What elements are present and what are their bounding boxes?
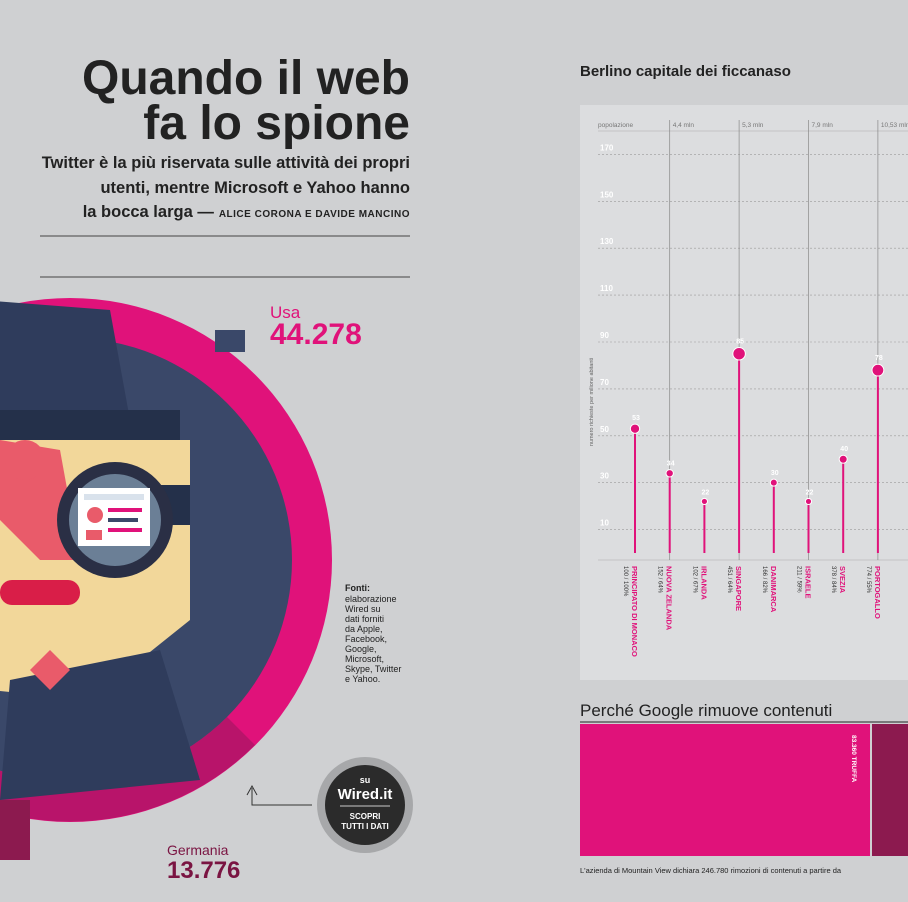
population: 5,3 mln (742, 122, 764, 129)
value-label: 30 (771, 470, 779, 477)
category-note: 378 / 84% (830, 566, 836, 594)
dot (665, 469, 674, 478)
dot (804, 497, 813, 506)
category-note: 211 / 59% (796, 566, 802, 593)
badge-top[interactable]: su (360, 775, 371, 785)
population: 4,4 mln (673, 122, 695, 129)
dot (838, 454, 848, 464)
population-label: popolazione (598, 122, 633, 129)
category-label: DANIMARCA (769, 566, 778, 613)
y-tick-label: 30 (600, 472, 609, 481)
category-label: ISRAELE (804, 566, 813, 599)
segment (872, 724, 908, 856)
sources-heading: Fonti: (345, 583, 370, 593)
category-label: IRLANDA (699, 566, 708, 600)
badge-site[interactable]: Wired.it (338, 786, 393, 803)
sources-line: dati forniti (345, 614, 384, 624)
arrow-head (246, 784, 258, 796)
country-label: Germania (167, 842, 229, 858)
value-label: 78 (875, 355, 883, 362)
y-tick-label: 170 (600, 143, 614, 152)
category-label: PRINCIPATO DI MONACO (630, 566, 639, 657)
sources-line: e Yahoo. (345, 674, 380, 684)
sources-line: Microsoft, (345, 654, 384, 664)
badge-core[interactable] (325, 765, 405, 845)
badge-cta[interactable]: SCOPRI (350, 812, 381, 821)
subtitle-line: la bocca larga — ALICE CORONA E DAVIDE MA… (83, 203, 410, 221)
y-tick-label: 130 (600, 237, 614, 246)
value-label: 53 (632, 415, 640, 422)
y-axis-label: numero richieste per milione abitanti (589, 358, 595, 446)
sources-line: Wired su (345, 604, 381, 614)
subtitle-line: utenti, mentre Microsoft e Yahoo hanno (100, 179, 410, 197)
ring-illustration (0, 298, 332, 860)
category-note: 102 / 67% (691, 566, 697, 594)
category-label: SVEZIA (838, 566, 847, 594)
byline: ALICE CORONA E DAVIDE MANCINO (219, 209, 410, 220)
sources: Fonti: elaborazione Wired su dati fornit… (345, 583, 401, 684)
badge[interactable]: su Wired.it SCOPRI TUTTI I DATI (317, 757, 413, 853)
sources-line: Facebook, (345, 634, 387, 644)
chart: popolazione numero richieste per milione … (589, 120, 908, 657)
y-tick-label: 110 (600, 284, 613, 293)
title-line: Quando il web (82, 52, 410, 105)
arrow (251, 788, 312, 806)
sources-line: Google, (345, 644, 377, 654)
category-note: 166 / 82% (761, 566, 767, 594)
category-label: PORTOGALLO (873, 566, 882, 619)
y-tick-label: 70 (600, 378, 609, 387)
y-tick-label: 90 (600, 331, 609, 340)
population: 10,53 mln (881, 122, 908, 129)
y-tick-label: 10 (600, 519, 609, 528)
category-note: 451 / 64% (726, 566, 732, 594)
sources-line: elaborazione (345, 594, 397, 604)
category-label: SINGAPORE (734, 566, 743, 611)
dot (732, 346, 746, 361)
dot (769, 478, 778, 487)
segment-label: 83.360 TRUFFA (850, 735, 857, 783)
country-label: Usa (270, 303, 301, 322)
y-tick-label: 50 (600, 425, 609, 434)
subtitle-line: Twitter è la più riservata sulle attivit… (42, 154, 410, 172)
category-note: 152 / 64% (657, 566, 663, 594)
title-line: fa lo spione (143, 97, 410, 150)
dot (700, 497, 709, 506)
chart-title: Berlino capitale dei ficcanaso (580, 63, 791, 80)
segment (580, 724, 870, 856)
footer: L'azienda di Mountain View dichiara 246.… (580, 866, 842, 875)
category-note: 100 / 100% (622, 566, 628, 597)
value-label: 34 (667, 461, 675, 468)
country-value: 44.278 (270, 318, 362, 351)
category-note: 774 / 55% (865, 566, 871, 594)
value-label: 40 (840, 446, 848, 453)
value-label: 22 (702, 489, 710, 496)
sources-line: Skype, Twitter (345, 664, 401, 674)
badge-cta[interactable]: TUTTI I DATI (341, 822, 388, 831)
chart-panel (580, 105, 908, 680)
value-label: 85 (736, 338, 744, 345)
value-label: 22 (806, 489, 814, 496)
subtitle-end: la bocca larga — (83, 203, 215, 221)
population: 7,9 mln (812, 122, 834, 129)
y-tick-label: 150 (600, 190, 614, 199)
section-title: Perché Google rimuove contenuti (580, 701, 832, 720)
dot (629, 423, 641, 434)
dot (871, 363, 885, 377)
sources-line: da Apple, (345, 624, 383, 634)
category-label: NUOVA ZELANDA (665, 566, 674, 631)
country-value: 13.776 (167, 857, 240, 884)
